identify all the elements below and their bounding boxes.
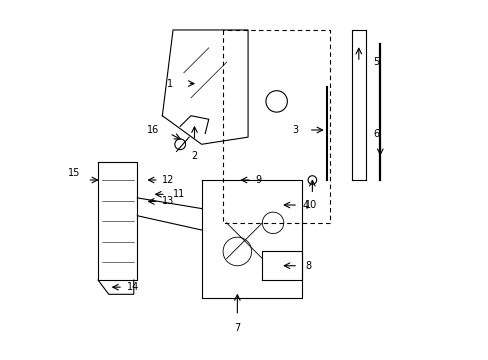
Text: 12: 12 [162, 175, 174, 185]
Text: 10: 10 [305, 200, 317, 210]
Text: 16: 16 [146, 125, 159, 135]
Text: 13: 13 [162, 197, 174, 206]
Text: 3: 3 [291, 125, 298, 135]
Text: 11: 11 [173, 189, 185, 199]
Text: 5: 5 [372, 57, 379, 67]
Text: 2: 2 [191, 152, 197, 161]
Text: 8: 8 [305, 261, 311, 271]
Text: 4: 4 [302, 202, 307, 211]
Text: 7: 7 [234, 323, 240, 333]
Text: 6: 6 [372, 129, 379, 139]
Text: 1: 1 [166, 78, 173, 89]
Text: 14: 14 [126, 282, 139, 292]
Text: 9: 9 [255, 175, 261, 185]
Text: 15: 15 [68, 168, 80, 178]
